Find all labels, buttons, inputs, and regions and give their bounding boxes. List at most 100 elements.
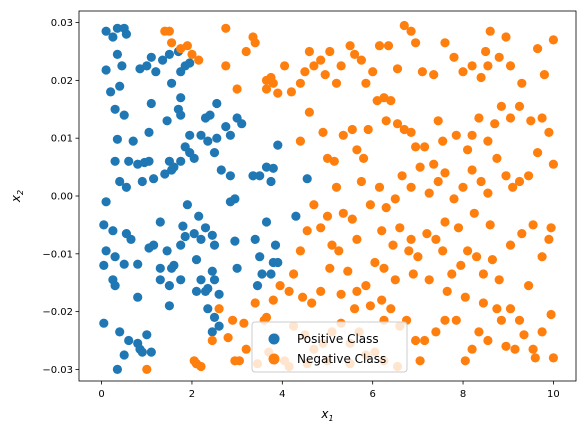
negative-point bbox=[533, 148, 543, 158]
negative-point bbox=[514, 176, 525, 187]
positive-point bbox=[99, 318, 109, 328]
positive-point bbox=[196, 130, 206, 140]
negative-point bbox=[494, 275, 504, 285]
negative-point bbox=[392, 119, 403, 129]
negative-point bbox=[544, 234, 554, 244]
negative-point bbox=[424, 275, 434, 285]
positive-point bbox=[237, 119, 247, 129]
negative-point bbox=[268, 78, 278, 88]
negative-point bbox=[359, 153, 369, 163]
positive-point bbox=[146, 52, 156, 62]
negative-point bbox=[352, 286, 362, 296]
negative-point bbox=[415, 356, 425, 366]
negative-point bbox=[377, 295, 387, 305]
positive-point bbox=[214, 289, 224, 299]
positive-point bbox=[115, 81, 125, 91]
negative-point bbox=[420, 335, 430, 346]
negative-point bbox=[474, 327, 484, 337]
negative-point bbox=[469, 208, 479, 218]
negative-point bbox=[295, 78, 305, 88]
y-tick-label: 0.03 bbox=[51, 18, 73, 29]
positive-point bbox=[110, 252, 120, 262]
negative-point bbox=[501, 32, 511, 42]
x-tick-label: 0 bbox=[98, 389, 104, 400]
negative-point bbox=[322, 211, 333, 221]
negative-point bbox=[429, 70, 439, 80]
positive-point bbox=[112, 364, 122, 374]
positive-point bbox=[209, 148, 220, 158]
negative-point bbox=[379, 263, 389, 273]
positive-point bbox=[182, 200, 192, 210]
negative-point bbox=[286, 87, 296, 97]
negative-point bbox=[508, 182, 518, 192]
negative-point bbox=[309, 61, 319, 71]
negative-point bbox=[487, 255, 497, 265]
positive-point bbox=[112, 134, 122, 144]
negative-point bbox=[368, 67, 378, 77]
positive-point bbox=[101, 246, 111, 256]
negative-point bbox=[490, 119, 500, 129]
legend-label-positive: Positive Class bbox=[297, 332, 379, 346]
negative-point bbox=[289, 269, 299, 279]
positive-point bbox=[115, 176, 125, 187]
negative-point bbox=[392, 64, 403, 74]
positive-point bbox=[128, 136, 138, 146]
negative-point bbox=[411, 335, 421, 346]
negative-point bbox=[546, 223, 556, 233]
positive-point bbox=[191, 286, 202, 296]
positive-point bbox=[185, 58, 195, 68]
negative-point bbox=[390, 275, 400, 285]
negative-point bbox=[496, 101, 506, 111]
negative-point bbox=[320, 70, 330, 80]
negative-point bbox=[433, 176, 443, 187]
negative-point bbox=[505, 113, 516, 123]
positive-point bbox=[291, 211, 301, 221]
negative-point bbox=[350, 304, 360, 314]
negative-point bbox=[395, 223, 405, 233]
negative-point bbox=[438, 246, 448, 256]
positive-point bbox=[203, 136, 213, 146]
negative-point bbox=[528, 220, 538, 230]
positive-point bbox=[155, 217, 165, 227]
negative-point bbox=[241, 46, 251, 57]
positive-point bbox=[142, 61, 152, 71]
negative-point bbox=[413, 252, 423, 262]
positive-point bbox=[261, 217, 272, 227]
positive-point bbox=[225, 197, 235, 207]
negative-point bbox=[417, 67, 427, 77]
negative-point bbox=[221, 61, 231, 71]
negative-point bbox=[440, 217, 450, 227]
positive-point bbox=[176, 275, 186, 285]
positive-point bbox=[180, 231, 190, 242]
negative-point bbox=[544, 127, 554, 137]
negative-point bbox=[458, 67, 468, 77]
y-axis-ticks: −0.03 −0.02 −0.01 0.00 0.01 0.02 0.03 bbox=[42, 18, 79, 376]
positive-point bbox=[225, 130, 235, 140]
negative-point bbox=[327, 240, 337, 250]
positive-point bbox=[155, 263, 165, 273]
positive-point bbox=[205, 110, 215, 120]
positive-point bbox=[164, 301, 174, 311]
y-axis-label-sub: 2 bbox=[16, 190, 25, 195]
negative-point bbox=[483, 136, 493, 146]
negative-point bbox=[476, 176, 486, 187]
negative-point bbox=[338, 130, 348, 140]
negative-point bbox=[460, 356, 470, 366]
positive-point bbox=[196, 234, 206, 244]
negative-point bbox=[347, 214, 357, 224]
negative-point bbox=[458, 182, 468, 192]
negative-point bbox=[167, 38, 177, 48]
positive-point bbox=[257, 269, 267, 279]
negative-point bbox=[329, 156, 339, 166]
positive-point bbox=[232, 263, 242, 273]
negative-point bbox=[537, 113, 547, 123]
positive-point bbox=[185, 130, 195, 140]
positive-point bbox=[207, 230, 217, 240]
negative-point bbox=[187, 49, 197, 60]
negative-point bbox=[325, 46, 335, 57]
negative-point bbox=[406, 26, 416, 36]
negative-point bbox=[191, 359, 202, 369]
negative-point bbox=[517, 78, 527, 88]
positive-point bbox=[214, 321, 224, 331]
positive-point bbox=[119, 110, 129, 120]
